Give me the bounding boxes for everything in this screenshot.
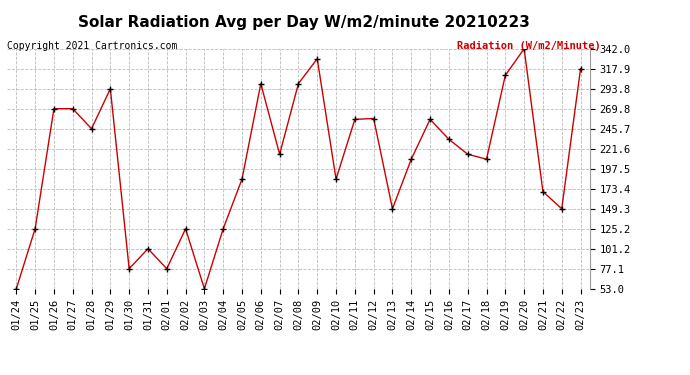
Text: Solar Radiation Avg per Day W/m2/minute 20210223: Solar Radiation Avg per Day W/m2/minute …	[78, 15, 529, 30]
Text: Radiation (W/m2/Minute): Radiation (W/m2/Minute)	[457, 41, 600, 51]
Text: Copyright 2021 Cartronics.com: Copyright 2021 Cartronics.com	[7, 41, 177, 51]
